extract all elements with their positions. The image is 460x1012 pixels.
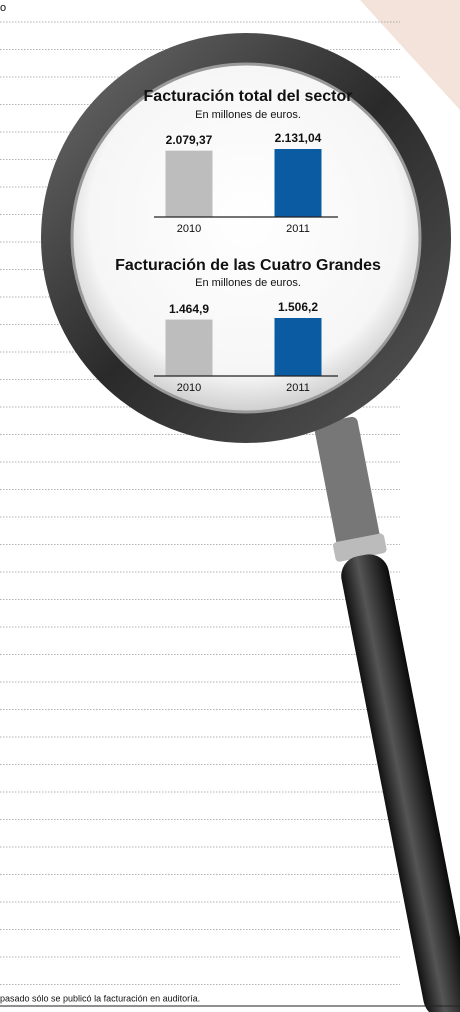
bar: [166, 151, 213, 217]
chart-subtitle: En millones de euros.: [195, 109, 301, 121]
category-label: 2010: [177, 223, 201, 235]
value-label: 1.464,9: [169, 302, 209, 316]
value-label: 1.506,2: [278, 300, 318, 314]
chart-title: Facturación de las Cuatro Grandes: [115, 257, 381, 274]
corner-text: o: [0, 2, 6, 14]
value-label: 2.131,04: [275, 131, 322, 145]
handle: [309, 415, 460, 1012]
chart-subtitle: En millones de euros.: [195, 277, 301, 289]
value-label: 2.079,37: [166, 133, 213, 147]
infographic: o pasado sólo se publicó la facturación …: [0, 0, 460, 1012]
category-label: 2011: [286, 223, 310, 235]
bar: [275, 149, 322, 217]
footnote: pasado sólo se publicó la facturación en…: [0, 993, 200, 1003]
category-label: 2011: [286, 382, 310, 394]
bar: [275, 318, 322, 376]
bar: [166, 320, 213, 376]
category-label: 2010: [177, 382, 201, 394]
chart-title: Facturación total del sector: [144, 88, 353, 105]
